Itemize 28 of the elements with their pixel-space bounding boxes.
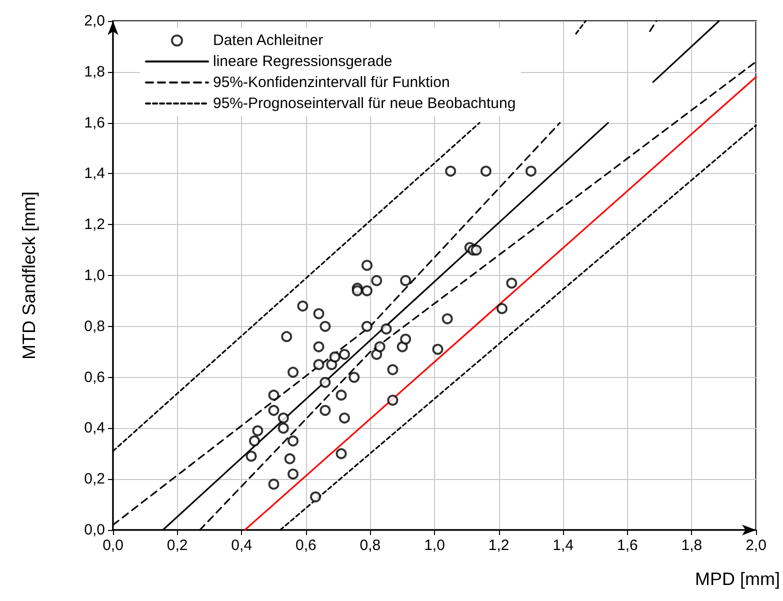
y-tick-label: 1,2 <box>84 216 105 234</box>
legend-label: 95%-Prognoseintervall für neue Beobachtung <box>213 95 516 112</box>
x-tick-label: 1,6 <box>616 537 638 554</box>
y-tick-label: 1,4 <box>84 165 105 182</box>
x-tick-label: 1,4 <box>552 537 574 554</box>
x-tick-label: 1,2 <box>488 537 510 554</box>
y-tick-label: 0,8 <box>84 318 105 335</box>
y-tick-label: 0,2 <box>84 470 105 488</box>
x-tick-label: 0,6 <box>295 537 316 554</box>
x-tick-label: 1,0 <box>424 537 445 554</box>
y-tick-label: 0,4 <box>84 420 105 437</box>
y-tick-label: 1,6 <box>84 114 105 132</box>
y-tick-label: 1,8 <box>84 63 105 80</box>
legend-label: Daten Achleitner <box>213 32 324 49</box>
legend-label: 95%-Konfidenzintervall für Funktion <box>213 74 450 91</box>
x-tick-label: 0,2 <box>166 537 188 554</box>
y-axis-title: MTD Sandfleck [mm] <box>19 191 39 360</box>
x-tick-label: 0,8 <box>360 537 381 554</box>
y-tick-label: 0,6 <box>84 368 105 386</box>
x-tick-label: 0,4 <box>231 537 252 554</box>
x-axis-title: MPD [mm] <box>695 569 780 589</box>
y-tick-label: 1,0 <box>84 267 105 284</box>
x-tick-label: 1,8 <box>681 537 702 554</box>
y-tick-label: 0,0 <box>84 522 105 538</box>
y-tick-label: 2,0 <box>84 12 105 30</box>
x-tick-label: 0,0 <box>102 537 124 554</box>
x-tick-label: 2,0 <box>746 537 766 554</box>
legend-label: lineare Regressionsgerade <box>213 53 392 70</box>
